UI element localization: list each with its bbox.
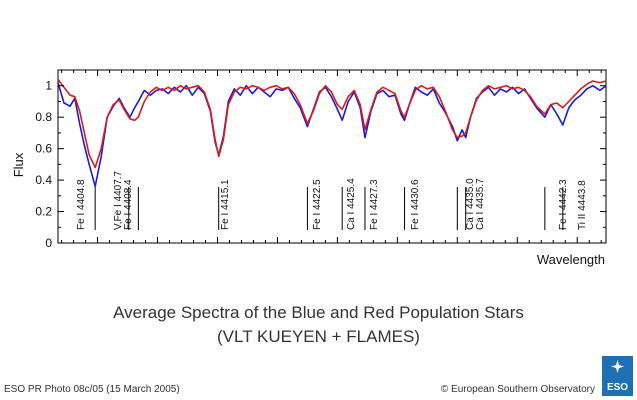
axis-ticks: 0 0.2 0.4 0.6 0.8 1 (35, 69, 606, 250)
chart-subtitle: (VLT KUEYEN + FLAMES) (217, 327, 420, 346)
annotation-label: Ca I 4435.7 (475, 178, 486, 230)
annotation-label: Fe I 4404.8 (76, 179, 87, 230)
annotation-label: Fe I 4422.5 (312, 179, 323, 230)
y-tick-label: 1 (45, 79, 52, 93)
plot-border (57, 69, 607, 244)
annotation-label: V,Fe I 4407.7 (113, 170, 124, 230)
annotation-label: Fe I 4427.3 (369, 179, 380, 230)
y-tick-label: 0.6 (35, 142, 52, 156)
y-tick-label: 0.2 (35, 205, 52, 219)
spectrum-line-red (57, 78, 607, 169)
chart-title: Average Spectra of the Blue and Red Popu… (113, 303, 524, 322)
y-tick-label: 0 (45, 236, 52, 250)
y-tick-label: 0.4 (35, 173, 52, 187)
annotation-label: Fe I 4442.3 (558, 179, 569, 230)
logo-text: ESO (607, 382, 628, 393)
annotation-label: Fe I 4415.1 (220, 179, 231, 230)
annotation-label: Ca I 4435.0 (465, 178, 476, 230)
annotation-label: Fe I 4408.4 (123, 179, 134, 230)
annotation-label: Ca I 4425.4 (346, 178, 357, 230)
photo-credit: ESO PR Photo 08c/05 (15 March 2005) (4, 384, 180, 395)
annotation-label: Ti II 4443.8 (577, 180, 588, 230)
y-axis-label: Flux (11, 152, 26, 177)
plot-frame (57, 69, 607, 244)
series-layer (57, 78, 607, 188)
copyright: © European Southern Observatory (440, 384, 595, 395)
annotation-label: Fe I 4430.6 (410, 179, 421, 230)
line-annotations: Fe I 4404.8 V,Fe I 4407.7 Fe I 4408.4 Fe I … (76, 170, 588, 230)
eso-logo: ESO (602, 356, 633, 396)
x-axis-label: Wavelength (537, 252, 605, 267)
spectrum-line-blue (57, 82, 607, 188)
y-tick-label: 0.8 (35, 110, 52, 124)
